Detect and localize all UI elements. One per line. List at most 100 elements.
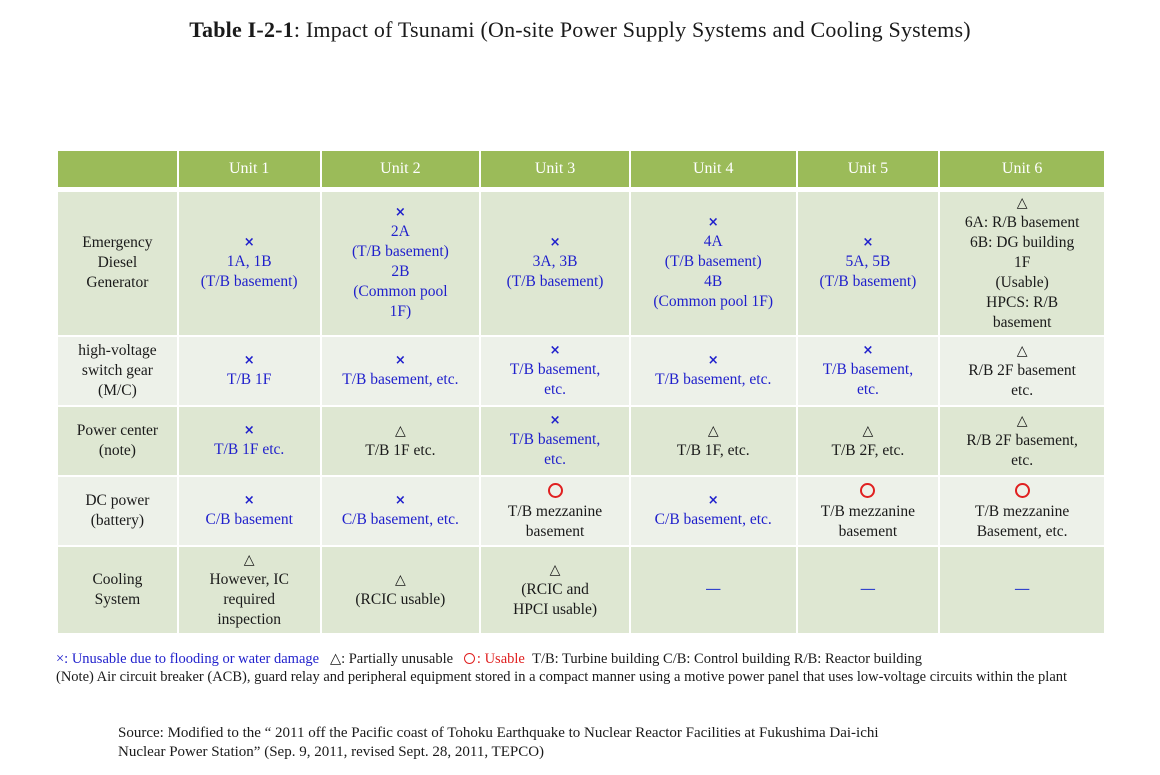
cell-text: basement xyxy=(992,314,1052,332)
table-cell: × T/B 1F xyxy=(176,334,322,407)
cell-text: T/B 1F, etc. xyxy=(676,441,750,459)
cell-text: R/B 2F basement xyxy=(968,361,1076,379)
table-cell: × T/B basement, etc. xyxy=(795,334,941,407)
legend-note: (Note) Air circuit breaker (ACB), guard … xyxy=(56,669,1068,685)
table-cell: T/B mezzanine Basement, etc. xyxy=(938,474,1106,547)
cell-text: C/B basement, etc. xyxy=(341,510,459,528)
table-cell: — xyxy=(795,544,941,635)
table-row: DC power (battery) × C/B basement × C/B basem… xyxy=(56,474,1106,547)
cell-text: T/B 2F, etc. xyxy=(831,441,905,459)
source-line-2: Nuclear Power Station” (Sep. 9, 2011, re… xyxy=(118,744,545,760)
cell-text: 2A xyxy=(390,223,410,241)
cell-text: inspection xyxy=(217,610,282,628)
cell-text: HPCI usable) xyxy=(513,600,598,618)
table-cell: × C/B basement xyxy=(176,474,322,547)
cell-text: required xyxy=(223,590,275,608)
cell-text: etc. xyxy=(1011,381,1034,399)
source-citation: Source: Modified to the “ 2011 off the P… xyxy=(118,724,1078,762)
table-cell: × T/B basement, etc. xyxy=(479,334,631,407)
cell-text: (T/B basement) xyxy=(664,253,762,271)
column-header: Unit 4 xyxy=(628,149,798,192)
cross-icon: × xyxy=(862,235,874,251)
triangle-icon: △ xyxy=(394,422,406,439)
cross-icon: × xyxy=(243,352,255,368)
circle-icon xyxy=(463,653,475,664)
table-body: Emergency Diesel Generator × 1A, 1B (T/B base… xyxy=(56,188,1106,635)
cell-text: 5A, 5B xyxy=(845,253,891,271)
cell-text: basement xyxy=(838,522,898,540)
cross-icon: × xyxy=(394,352,406,368)
cell-text: etc. xyxy=(856,380,879,398)
impact-table: Unit 1 Unit 2 Unit 3 Unit 4 Unit 5 Unit 6 Eme… xyxy=(56,149,1106,635)
cell-text: T/B mezzanine xyxy=(975,502,1070,520)
cross-icon: × xyxy=(394,205,406,221)
cell-text: T/B basement, etc. xyxy=(655,370,772,388)
table-cell: × T/B basement, etc. xyxy=(479,404,631,477)
cell-text: However, IC xyxy=(209,570,289,588)
circle-icon xyxy=(860,482,876,498)
cross-icon: × xyxy=(707,215,719,231)
table-cell: × T/B basement, etc. xyxy=(628,334,798,407)
triangle-icon: △ xyxy=(243,551,255,568)
legend-unusable: ×: Unusable due to flooding or water dam… xyxy=(56,651,320,667)
table-caption: : Impact of Tsunami (On-site Power Suppl… xyxy=(293,17,971,42)
cell-text: 1A, 1B xyxy=(226,253,272,271)
column-header: Unit 2 xyxy=(319,149,482,192)
circle-icon xyxy=(1014,482,1030,498)
cell-text: 2B xyxy=(391,263,410,281)
cell-text: 6A: R/B basement xyxy=(964,214,1080,232)
table-cell: × T/B basement, etc. xyxy=(319,334,482,407)
dash-icon: — xyxy=(705,579,722,598)
row-label-line: DC power xyxy=(85,491,150,509)
row-label: Power center (note) xyxy=(56,404,179,477)
cell-text: T/B mezzanine xyxy=(820,502,916,520)
table-row: Cooling System △ However, IC required inspect… xyxy=(56,544,1106,635)
triangle-icon: △ xyxy=(1016,412,1028,429)
cross-icon: × xyxy=(549,342,561,358)
legend-usable-text: : Usable xyxy=(476,651,525,667)
table-cell: △ T/B 2F, etc. xyxy=(795,404,941,477)
table-cell: — xyxy=(938,544,1106,635)
row-label-line: System xyxy=(94,590,141,608)
cross-icon: × xyxy=(707,492,719,508)
row-label: Emergency Diesel Generator xyxy=(56,188,179,337)
cell-text: (T/B basement) xyxy=(351,243,449,261)
cell-text: T/B 1F xyxy=(227,370,272,388)
cross-icon: × xyxy=(243,235,255,251)
cross-icon: × xyxy=(549,235,561,251)
table-cell: △ R/B 2F basement, etc. xyxy=(938,404,1106,477)
cross-icon: × xyxy=(549,412,561,428)
cell-text: etc. xyxy=(544,380,567,398)
header-corner xyxy=(56,149,179,192)
table-row: Power center (note) × T/B 1F etc. △ T/B 1F et… xyxy=(56,404,1106,477)
cross-icon: × xyxy=(243,492,255,508)
row-label: DC power (battery) xyxy=(56,474,179,547)
triangle-icon: △ xyxy=(394,571,406,588)
legend-usable: : Usable xyxy=(463,651,525,667)
cell-text: 1F) xyxy=(389,303,412,321)
cell-text: (Usable) xyxy=(995,274,1049,292)
cell-text: Basement, etc. xyxy=(976,522,1068,540)
row-label: high-voltage switch gear (M/C) xyxy=(56,334,179,407)
row-label-line: (battery) xyxy=(90,511,145,529)
cell-text: 6B: DG building xyxy=(970,234,1075,252)
cross-icon: × xyxy=(862,342,874,358)
cell-text: T/B 1F etc. xyxy=(214,440,285,458)
cell-text: (Common pool xyxy=(353,283,448,301)
table-cell: T/B mezzanine basement xyxy=(795,474,941,547)
cell-text: T/B mezzanine xyxy=(507,502,603,520)
cell-text: (T/B basement) xyxy=(506,273,604,291)
dash-icon: — xyxy=(1014,579,1031,598)
cell-text: (Common pool 1F) xyxy=(653,293,774,311)
table-cell: × C/B basement, etc. xyxy=(319,474,482,547)
table-cell: × 4A (T/B basement) 4B (Common pool 1F) xyxy=(628,188,798,337)
row-label-line: high-voltage xyxy=(78,341,157,359)
cell-text: (RCIC usable) xyxy=(355,590,446,608)
cell-text: T/B basement, xyxy=(509,430,601,448)
cell-text: basement xyxy=(525,522,585,540)
cell-text: (T/B basement) xyxy=(819,273,917,291)
legend-abbreviations: T/B: Turbine building C/B: Control build… xyxy=(532,651,923,667)
row-label-line: Cooling xyxy=(92,570,143,588)
table-cell: △ T/B 1F etc. xyxy=(319,404,482,477)
cell-text: etc. xyxy=(544,450,567,468)
